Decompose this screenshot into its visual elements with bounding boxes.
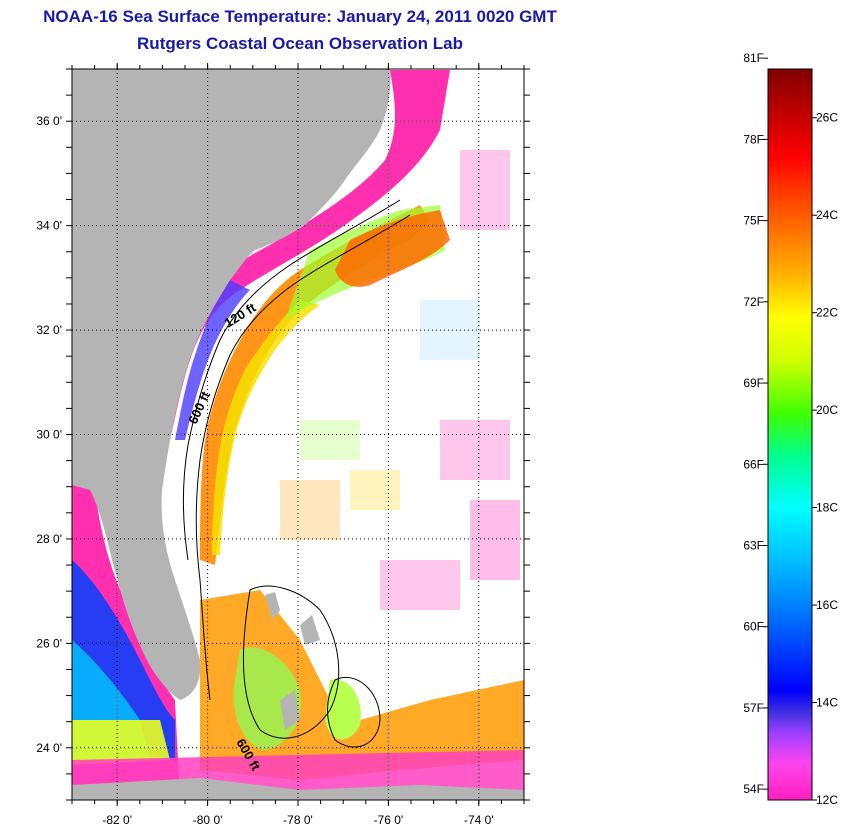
map-subtitle: Rutgers Coastal Ocean Observation Lab (137, 34, 463, 53)
map-title: NOAA-16 Sea Surface Temperature: January… (43, 7, 557, 26)
colorbar-c-label: 26C (816, 111, 838, 125)
gulf-stream-yellow-edge (212, 300, 320, 555)
land-bahamas-2 (300, 615, 320, 645)
contour-600ft (195, 214, 411, 701)
contour-120ft (183, 199, 401, 561)
colorbar-f-label: 78F (743, 132, 764, 146)
colorbar-c-label: 18C (816, 501, 838, 515)
lat-tick-label: 30 0' (36, 428, 62, 442)
speckle-noise (280, 150, 520, 610)
lat-tick-label: 24 0' (36, 741, 62, 755)
contour-bahamas (242, 585, 340, 739)
land-cuba (72, 778, 524, 800)
colorbar-f-label: 72F (743, 295, 764, 309)
map-axis-labels: -82 0' -80 0' -78 0' -76 0' -74 0' 24 0' 26 0'… (36, 114, 493, 827)
lon-tick-label: -76 0' (374, 813, 404, 827)
colorbar-f-label: 69F (743, 376, 764, 390)
lon-tick-label: -80 0' (193, 813, 223, 827)
colorbar-f-label: 54F (743, 782, 764, 796)
lat-tick-label: 36 0' (36, 114, 62, 128)
coastal-cold-water (155, 70, 450, 440)
colorbar-c-label: 24C (816, 208, 838, 222)
land-bahamas-1 (265, 592, 280, 620)
coastal-blue-water (175, 280, 250, 440)
bahamas-green-banks-2 (325, 679, 361, 740)
lat-tick-label: 32 0' (36, 323, 62, 337)
colorbar-f-label: 66F (743, 457, 764, 471)
colorbar-c-label: 12C (816, 793, 838, 807)
colorbar-f-label: 81F (743, 51, 764, 65)
colorbar-f-label: 75F (743, 214, 764, 228)
colorbar-f-label: 57F (743, 701, 764, 715)
lat-tick-label: 26 0' (36, 636, 62, 650)
lon-tick-label: -82 0' (102, 813, 132, 827)
contour-bahamas-east (327, 676, 381, 748)
colorbar-c-label: 22C (816, 306, 838, 320)
map-axis-ticks (66, 63, 530, 806)
colorbar-c-label: 14C (816, 696, 838, 710)
offshore-warm-patch (335, 210, 450, 287)
map-area (72, 69, 524, 800)
land-southeast-us (72, 69, 391, 700)
colorbar-labels: 81F 78F 75F 72F 69F 66F 63F 60F 57F 54F 26C 24C 22C 2… (743, 51, 838, 807)
colorbar-c-label: 20C (816, 403, 838, 417)
colorbar-c-label: 16C (816, 598, 838, 612)
gulf-yellow-water (72, 720, 170, 765)
colorbar-f-label: 60F (743, 620, 764, 634)
lon-tick-label: -78 0' (283, 813, 313, 827)
colorbar-f-label: 63F (743, 539, 764, 553)
colorbar (767, 68, 813, 801)
map-grid (72, 69, 524, 800)
lat-tick-label: 28 0' (36, 532, 62, 546)
lat-tick-label: 34 0' (36, 219, 62, 233)
land-bahamas-3 (280, 690, 300, 730)
lon-tick-label: -74 0' (464, 813, 494, 827)
